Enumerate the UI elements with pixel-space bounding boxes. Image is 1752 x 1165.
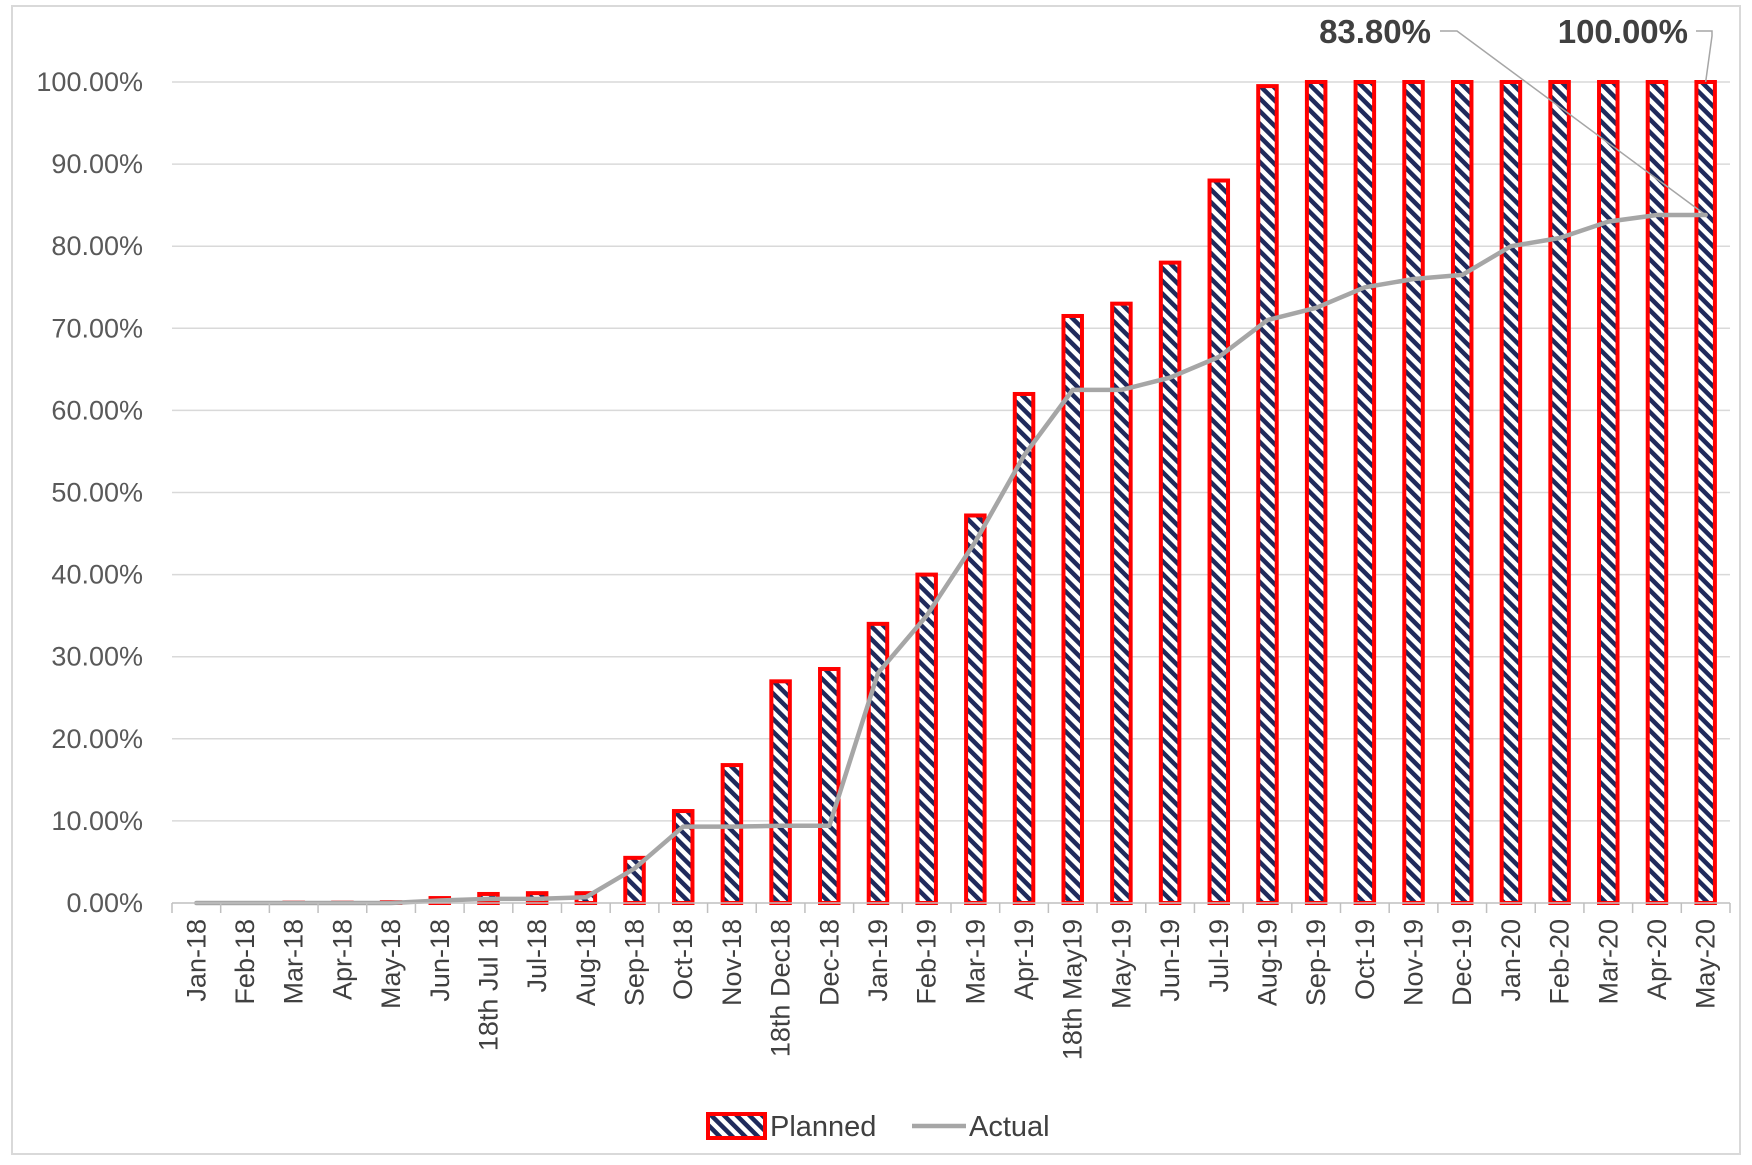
bar-planned: [1502, 82, 1521, 903]
y-tick-label: 0.00%: [66, 888, 143, 918]
x-tick-label: Nov-19: [1399, 919, 1429, 1006]
x-tick-label: Jul-18: [522, 919, 552, 993]
x-tick-label: Jun-19: [1155, 919, 1185, 1002]
x-tick-label: Sep-19: [1301, 919, 1331, 1006]
bar-planned: [1648, 82, 1667, 903]
y-tick-label: 70.00%: [51, 313, 143, 343]
callout-actual-label: 83.80%: [1319, 13, 1431, 50]
x-tick-label: Dec-19: [1447, 919, 1477, 1006]
x-tick-label: Aug-19: [1252, 919, 1282, 1006]
bar-planned: [1356, 82, 1375, 903]
x-tick-label: 18th Dec18: [766, 919, 796, 1057]
x-tick-label: Feb-18: [230, 919, 260, 1005]
x-tick-label: 18th May19: [1058, 919, 1088, 1060]
x-tick-label: Oct-18: [668, 919, 698, 1000]
bar-planned: [820, 669, 839, 903]
x-tick-label: Feb-19: [912, 919, 942, 1005]
x-tick-label: May-20: [1691, 919, 1721, 1009]
x-tick-label: Oct-19: [1350, 919, 1380, 1000]
x-tick-label: Jun-18: [425, 919, 455, 1002]
x-tick-label: Sep-18: [620, 919, 650, 1006]
x-tick-label: Mar-18: [279, 919, 309, 1005]
x-tick-label: Nov-18: [717, 919, 747, 1006]
x-tick-label: Aug-18: [571, 919, 601, 1006]
y-tick-label: 30.00%: [51, 642, 143, 672]
bar-planned: [771, 681, 790, 903]
y-tick-label: 100.00%: [36, 67, 143, 97]
y-tick-label: 90.00%: [51, 149, 143, 179]
bar-planned: [1550, 82, 1569, 903]
bar-planned: [1161, 263, 1180, 903]
bar-planned: [966, 515, 985, 903]
y-tick-label: 50.00%: [51, 478, 143, 508]
bar-planned: [1112, 304, 1131, 903]
y-tick-label: 60.00%: [51, 395, 143, 425]
x-tick-label: Apr-19: [1009, 919, 1039, 1000]
y-tick-label: 20.00%: [51, 724, 143, 754]
bar-planned: [723, 765, 742, 903]
x-tick-label: Mar-20: [1593, 919, 1623, 1005]
bar-planned: [1404, 82, 1423, 903]
legend-label-planned: Planned: [770, 1111, 876, 1143]
y-tick-label: 10.00%: [51, 806, 143, 836]
bar-planned: [1453, 82, 1472, 903]
x-tick-label: May-18: [376, 919, 406, 1009]
x-tick-label: Jan-18: [181, 919, 211, 1002]
bar-planned: [1696, 82, 1715, 903]
y-tick-label: 40.00%: [51, 560, 143, 590]
x-tick-label: Feb-20: [1545, 919, 1575, 1005]
x-tick-label: Mar-19: [960, 919, 990, 1005]
x-tick-label: Apr-20: [1642, 919, 1672, 1000]
x-tick-label: May-19: [1106, 919, 1136, 1009]
x-tick-label: Apr-18: [327, 919, 357, 1000]
x-tick-label: Jan-19: [863, 919, 893, 1002]
x-tick-label: 18th Jul 18: [473, 919, 503, 1051]
x-tick-label: Jan-20: [1496, 919, 1526, 1002]
bar-planned: [1258, 86, 1277, 903]
bar-planned: [1063, 316, 1082, 903]
y-tick-label: 80.00%: [51, 231, 143, 261]
bar-planned: [1599, 82, 1618, 903]
x-tick-label: Jul-19: [1204, 919, 1234, 993]
x-tick-label: Dec-18: [814, 919, 844, 1006]
legend-swatch-planned: [708, 1114, 765, 1138]
callout-planned-label: 100.00%: [1558, 13, 1688, 50]
bar-planned: [1210, 181, 1229, 903]
bar-planned: [1307, 82, 1326, 903]
legend-label-actual: Actual: [969, 1111, 1050, 1143]
